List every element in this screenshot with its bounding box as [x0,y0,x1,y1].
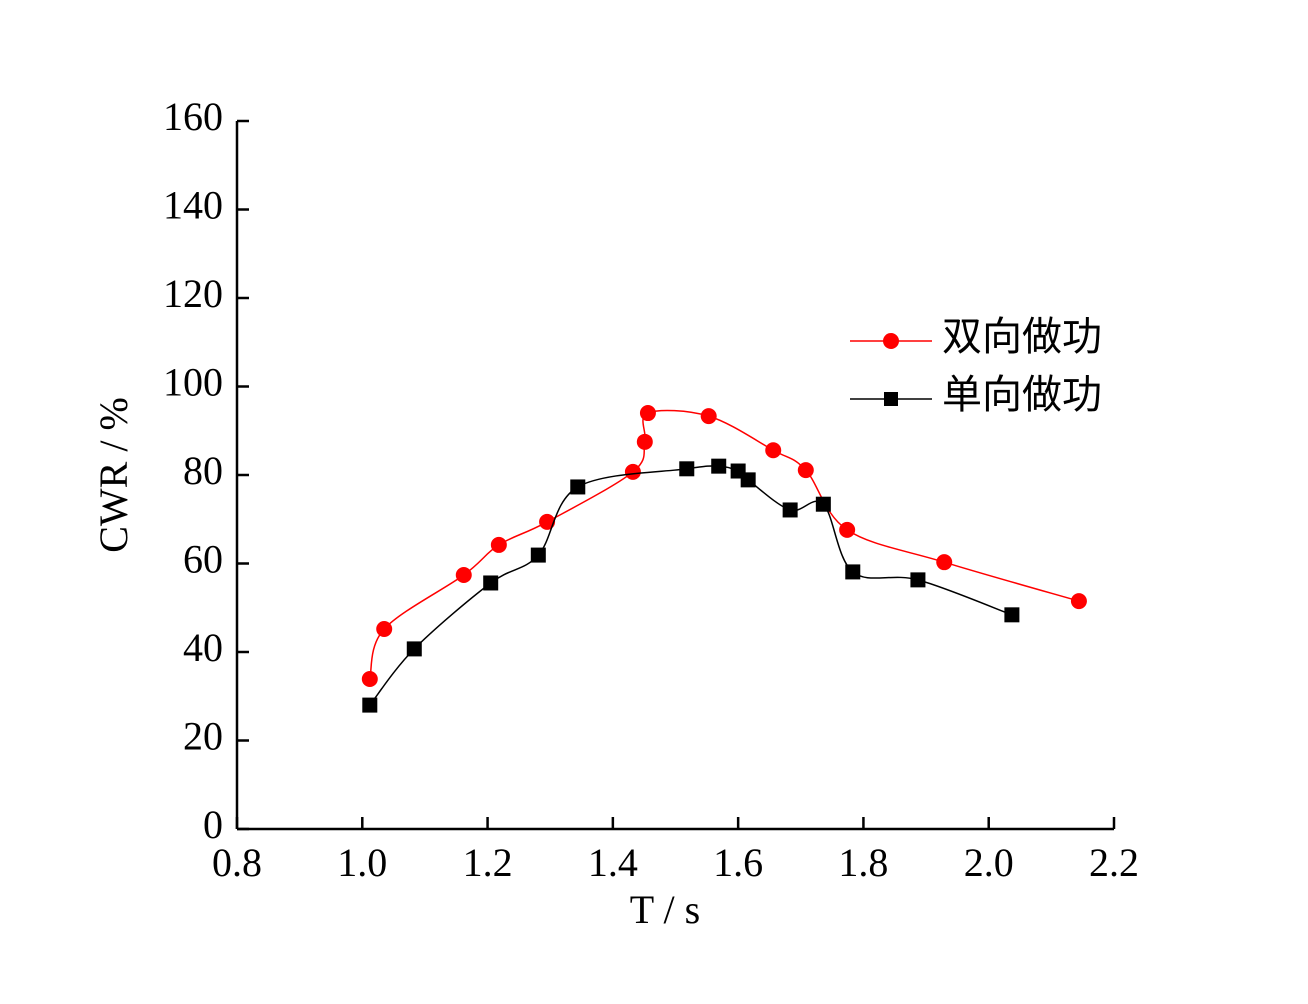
data-point [782,502,798,518]
data-point [530,547,546,563]
data-point [406,641,422,657]
x-tick-label: 1.0 [337,840,387,885]
x-tick-label: 2.0 [964,840,1014,885]
x-tick-label: 1.2 [463,840,513,885]
x-tick-label: 0.8 [212,840,262,885]
data-point [362,697,378,713]
y-tick-label: 60 [183,537,223,582]
data-point [765,442,782,459]
data-point [910,572,926,588]
y-tick-label: 100 [163,360,223,405]
x-tick-label: 1.4 [588,840,638,885]
x-tick-label: 1.6 [713,840,763,885]
data-point [639,405,656,422]
series-line [369,409,1080,680]
x-axis-label: T / s [630,887,700,932]
data-point [815,496,831,512]
data-point [490,536,507,553]
data-point [740,472,756,488]
data-point [797,462,814,479]
data-point [1070,593,1087,610]
y-tick-label: 80 [183,448,223,493]
data-point [361,670,378,687]
data-point [845,564,861,580]
data-point [936,554,953,571]
y-tick-label: 20 [183,714,223,759]
y-tick-label: 0 [203,802,223,847]
data-point [839,521,856,538]
data-point [570,479,586,495]
legend-marker [883,333,899,349]
y-tick-label: 140 [163,183,223,228]
data-point [636,433,653,450]
y-tick-label: 40 [183,625,223,670]
data-point [539,513,556,530]
data-point [376,620,393,637]
y-tick-label: 120 [163,271,223,316]
legend-marker [884,392,898,406]
legend-label: 单向做功 [942,372,1102,417]
data-point [455,567,472,584]
data-point [483,575,499,591]
y-axis-label: CWR / % [91,397,136,553]
x-tick-label: 1.8 [838,840,888,885]
data-point [700,408,717,425]
data-point [624,463,641,480]
data-point [711,458,727,474]
data-point [679,461,695,477]
legend-label: 双向做功 [942,314,1102,359]
data-point [1004,607,1020,623]
x-tick-label: 2.2 [1089,840,1139,885]
y-tick-label: 160 [163,94,223,139]
